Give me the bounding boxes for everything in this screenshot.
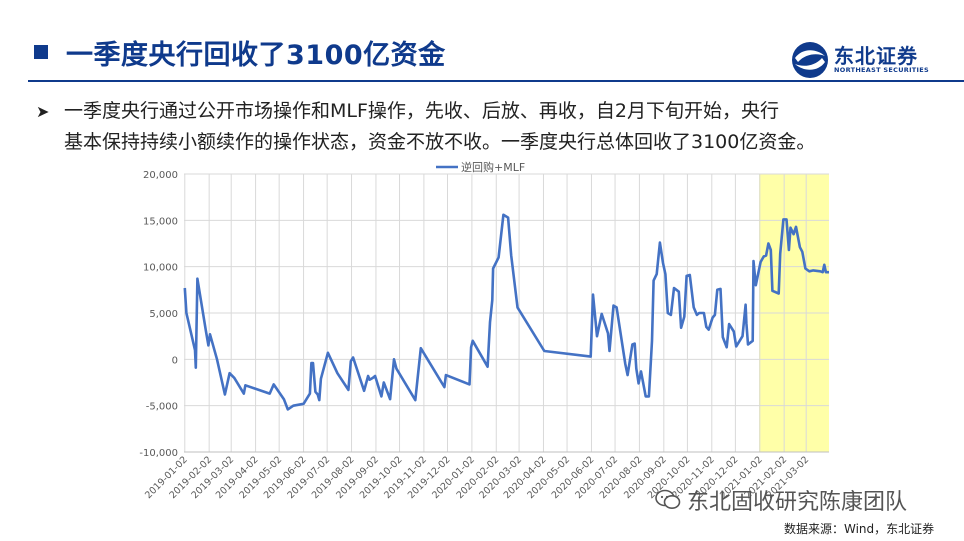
y-tick-label: -5,000 xyxy=(146,402,178,413)
y-axis-ticks: -10,000 -5,000 0 5,000 10,000 15,000 20,000 xyxy=(139,170,178,459)
wechat-watermark: 东北固收研究陈康团队 xyxy=(655,484,907,516)
series-line-reverse-repo-mlf xyxy=(183,213,829,411)
y-tick-label: 0 xyxy=(172,355,178,366)
y-tick-label: 5,000 xyxy=(149,309,178,320)
chart-gridlines xyxy=(184,173,829,453)
wechat-icon xyxy=(655,489,681,509)
page-title: 一季度央行回收了3100亿资金 xyxy=(66,39,446,71)
data-source: 数据来源：Wind，东北证券 xyxy=(784,522,935,536)
y-tick-label: -10,000 xyxy=(139,448,178,459)
y-tick-label: 10,000 xyxy=(143,263,178,274)
bullet-point: ➤ 一季度央行通过公开市场操作和MLF操作，先收、后放、再收，自2月下旬开始，央… xyxy=(36,96,936,158)
logo-name-en: NORTHEAST SECURITIES xyxy=(834,66,929,74)
title-bullet-square xyxy=(34,45,48,59)
title-bar: 一季度央行回收了3100亿资金 xyxy=(34,28,446,76)
legend-label: 逆回购+MLF xyxy=(461,160,525,174)
title-divider xyxy=(28,80,964,82)
bullet-text-line-1: 一季度央行通过公开市场操作和MLF操作，先收、后放、再收，自2月下旬开始，央行 xyxy=(64,100,779,122)
watermark-text: 东北固收研究陈康团队 xyxy=(687,490,908,515)
logo-name-cn: 东北证券 xyxy=(834,44,918,68)
chart-legend: 逆回购+MLF xyxy=(436,160,525,174)
arrow-bullet-icon: ➤ xyxy=(36,102,50,121)
bullet-text-line-2: 基本保持持续小额续作的操作状态，资金不放不收。一季度央行总体回收了3100亿资金… xyxy=(64,131,816,153)
company-logo: 东北证券 NORTHEAST SECURITIES xyxy=(790,40,950,80)
logo-emblem-icon xyxy=(792,42,828,78)
y-tick-label: 20,000 xyxy=(143,170,178,181)
y-tick-label: 15,000 xyxy=(143,216,178,227)
